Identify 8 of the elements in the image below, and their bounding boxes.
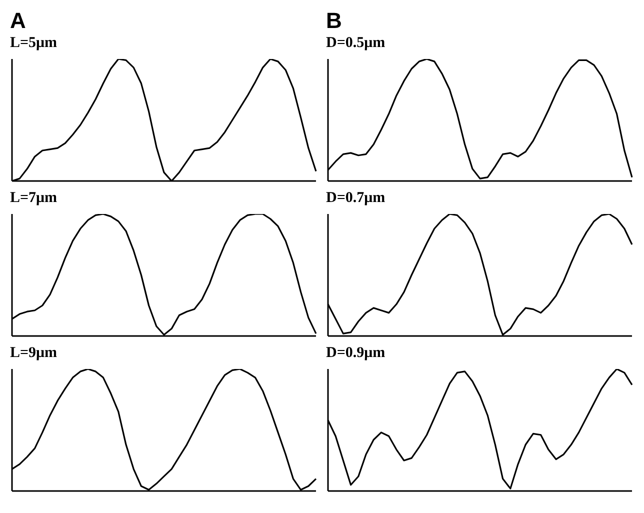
chart-title: D=0.5μm [325,34,386,53]
chart-title: L=9μm [9,344,58,363]
chart-title: L=7μm [9,189,58,208]
text: B [325,8,343,33]
chart-title: L=5μm [9,34,58,53]
chart-title: D=0.9μm [325,344,386,363]
text: A [9,8,27,33]
chart-title: D=0.7μm [325,189,386,208]
